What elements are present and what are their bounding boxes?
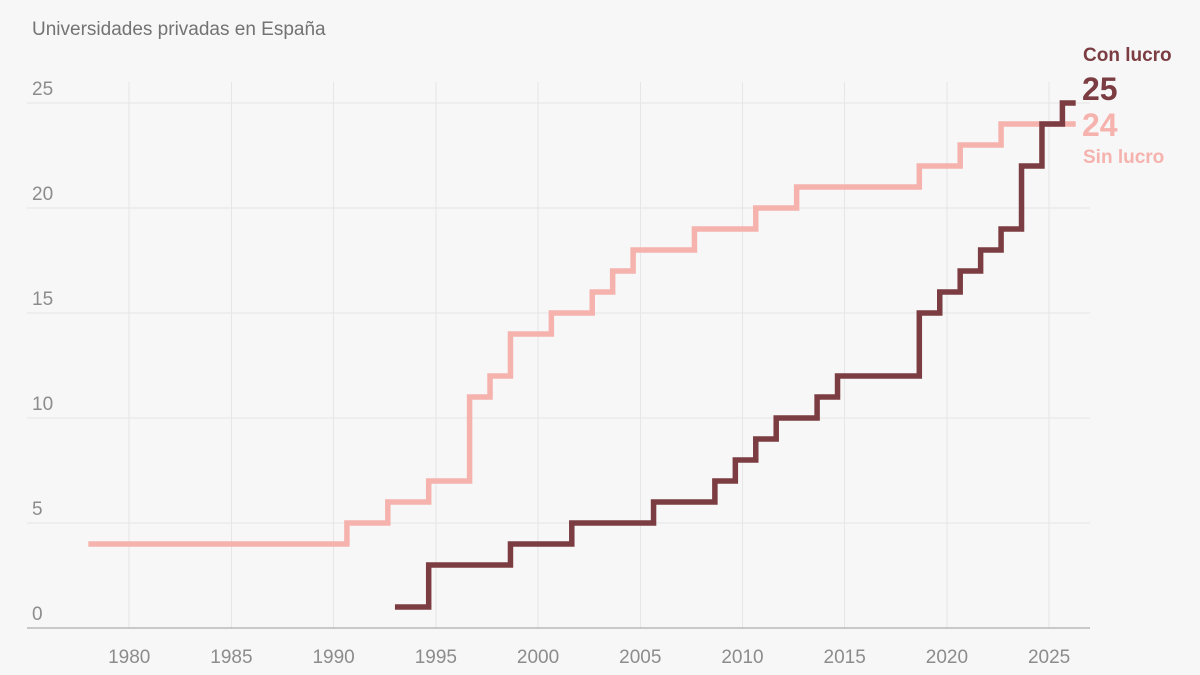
- series-name-label-sin-lucro: Sin lucro: [1083, 147, 1164, 168]
- y-tick-label: 15: [32, 289, 53, 310]
- x-tick-label: 2025: [1028, 647, 1070, 668]
- x-axis-tick-labels: 1980 1985 1990 1995 2000 2005 2010 2015 2020 2025: [108, 647, 1070, 668]
- y-axis-tick-labels: 0 5 10 15 20 25: [32, 79, 53, 625]
- series-end-value-label-con-lucro: 25: [1082, 71, 1118, 107]
- x-tick-label: 1985: [210, 647, 252, 668]
- series-end-value-label-sin-lucro: 24: [1082, 107, 1118, 143]
- series-name-label-con-lucro: Con lucro: [1083, 45, 1172, 66]
- x-tick-label: 2020: [926, 647, 968, 668]
- x-tick-label: 2005: [619, 647, 661, 668]
- x-tick-label: 2000: [517, 647, 559, 668]
- chart-title: Universidades privadas en España: [32, 19, 326, 40]
- y-tick-label: 0: [32, 604, 43, 625]
- series-line-con-lucro: [394, 100, 1076, 610]
- y-tick-label: 20: [32, 184, 53, 205]
- x-tick-label: 1990: [312, 647, 354, 668]
- x-tick-label: 1995: [415, 647, 457, 668]
- x-tick-label: 1980: [108, 647, 150, 668]
- x-tick-label: 2015: [824, 647, 866, 668]
- y-tick-label: 10: [32, 394, 53, 415]
- y-tick-label: 5: [32, 499, 43, 520]
- series-line-sin-lucro: [88, 121, 1076, 547]
- x-tick-label: 2010: [721, 647, 763, 668]
- series-lines: [88, 100, 1076, 610]
- end-labels: Con lucro 25 24 Sin lucro: [1082, 45, 1172, 168]
- y-tick-label: 25: [32, 79, 53, 100]
